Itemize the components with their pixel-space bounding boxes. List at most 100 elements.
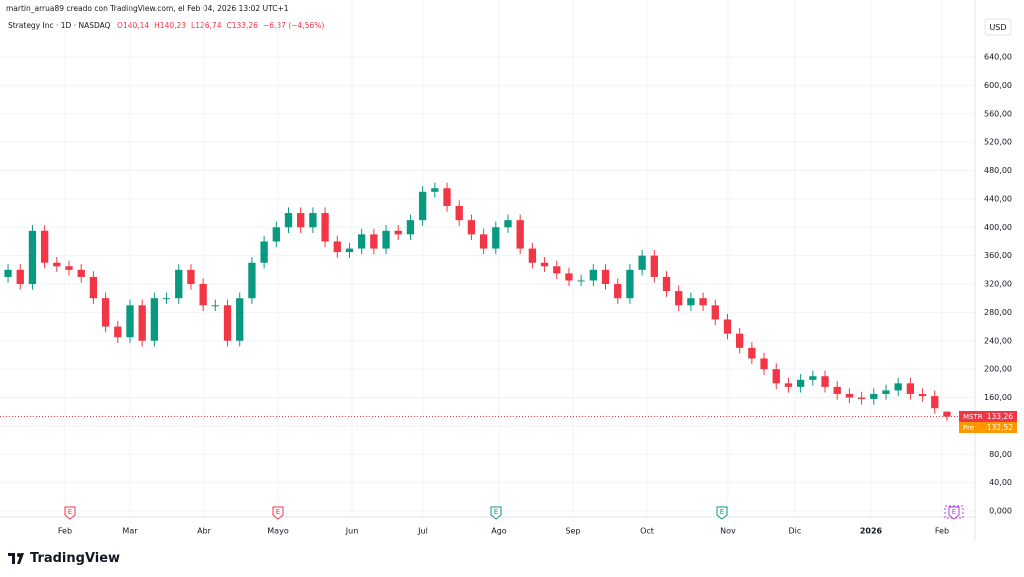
y-tick-label: 200,00: [984, 365, 1012, 374]
candle-body: [65, 266, 73, 270]
logo: TradingView: [8, 551, 120, 566]
earnings-label[interactable]: E: [720, 508, 724, 516]
earnings-marker: E: [490, 506, 502, 520]
candle-body: [772, 369, 780, 384]
x-tick-label: Abr: [197, 527, 212, 536]
candle-body: [394, 230, 402, 235]
candle-body: [748, 347, 756, 359]
candle-body: [89, 276, 98, 299]
price-tag: [959, 410, 1017, 422]
candle-body: [455, 205, 463, 221]
candle-body: [833, 386, 841, 394]
candle-body: [918, 393, 927, 397]
earnings-marker: E: [716, 506, 728, 520]
symbol: Strategy Inc · 1D · NASDAQ: [8, 21, 111, 30]
candle-body: [906, 383, 915, 394]
y-tick-label: 320,00: [984, 280, 1012, 289]
candle-body: [894, 383, 902, 391]
candle-body: [406, 220, 415, 235]
candle-body: [260, 241, 268, 263]
candle-body: [199, 284, 207, 306]
candle-body: [589, 269, 597, 281]
candle-body: [565, 273, 573, 281]
earnings-label[interactable]: E: [952, 508, 956, 516]
candle-body: [345, 248, 354, 253]
candle-body: [272, 227, 280, 242]
candle-body: [333, 241, 341, 253]
candle-body: [187, 269, 195, 285]
candle-body: [162, 298, 171, 300]
y-tick-label: 80,00: [989, 450, 1012, 459]
candle-body: [492, 227, 500, 249]
candle-body: [309, 213, 317, 228]
price-tag: [959, 421, 1017, 433]
candle-body: [857, 397, 866, 399]
x-tick-label: Nov: [720, 527, 736, 536]
candle-body: [784, 383, 793, 387]
earnings-marker: E: [944, 505, 964, 520]
y-tick-label: 480,00: [984, 166, 1012, 175]
candle-body: [211, 305, 219, 307]
y-tick-label: 0,000: [989, 507, 1012, 516]
candle-body: [40, 230, 49, 263]
ohlc-value: −6,37 (−4,56%): [263, 21, 324, 30]
x-tick-label: Jul: [417, 527, 428, 536]
earnings-marker: E: [64, 506, 76, 520]
candle-body: [53, 262, 61, 267]
y-tick-label: 280,00: [984, 308, 1012, 317]
candle-body: [553, 266, 561, 274]
x-tick-label: Mar: [122, 527, 138, 536]
y-tick-label: 560,00: [984, 109, 1012, 118]
x-tick-label: Mayo: [267, 527, 289, 536]
y-tick-label: 40,00: [989, 478, 1012, 487]
price-tag-symbol: Pre: [963, 424, 974, 432]
logo-text[interactable]: TradingView: [30, 551, 120, 566]
y-tick-label: 240,00: [984, 336, 1012, 345]
candle-body: [931, 396, 939, 409]
y-tick-label: 400,00: [984, 223, 1012, 232]
candle-body: [845, 393, 854, 398]
currency-box: [984, 18, 1012, 36]
candle-body: [540, 262, 549, 267]
candle-body: [577, 280, 585, 282]
earnings-label[interactable]: E: [68, 508, 72, 516]
x-tick-label: Feb: [58, 527, 72, 536]
candle-body: [528, 248, 537, 263]
ohlc-value: O140,14: [117, 21, 149, 30]
candle-body: [431, 188, 439, 192]
y-tick-label: 360,00: [984, 251, 1012, 260]
candle-body: [760, 358, 768, 370]
candle-body: [321, 213, 329, 242]
candle-body: [370, 234, 378, 249]
candle-body: [736, 333, 744, 348]
x-tick-label: 2026: [860, 527, 883, 536]
x-tick-label: Dic: [789, 527, 802, 536]
x-tick-label: Feb: [935, 527, 949, 536]
price-tag-value: 133,26: [987, 412, 1013, 421]
candle-body: [943, 411, 951, 417]
y-tick-label: 640,00: [984, 52, 1012, 61]
price-tag-symbol: MSTR: [963, 413, 983, 421]
candle-body: [443, 188, 451, 206]
x-tick-label: Oct: [640, 527, 654, 536]
earnings: E E E E E: [64, 505, 964, 520]
candle-body: [882, 390, 890, 394]
y-tick-label: 520,00: [984, 138, 1012, 147]
candle-body: [821, 376, 829, 387]
ohlc-value: H140,23: [154, 21, 186, 30]
candle-body: [809, 376, 817, 380]
candle-body: [126, 305, 134, 338]
earnings-label[interactable]: E: [494, 508, 498, 516]
earnings-label[interactable]: E: [276, 508, 280, 516]
candle-body: [699, 298, 707, 306]
y-tick-label: 160,00: [984, 393, 1012, 402]
candle-body: [223, 305, 232, 341]
candle-body: [284, 213, 293, 228]
credit: martin_arrua89 creado con TradingView.co…: [6, 4, 289, 13]
candle-body: [504, 220, 512, 228]
price-tag-value: 132,52: [987, 423, 1013, 432]
y-tick-label: 600,00: [984, 81, 1012, 90]
ohlc: O140,14 H140,23 L126,74 C133,26 −6,37 (−4,56…: [117, 21, 324, 30]
candle-body: [601, 269, 610, 285]
